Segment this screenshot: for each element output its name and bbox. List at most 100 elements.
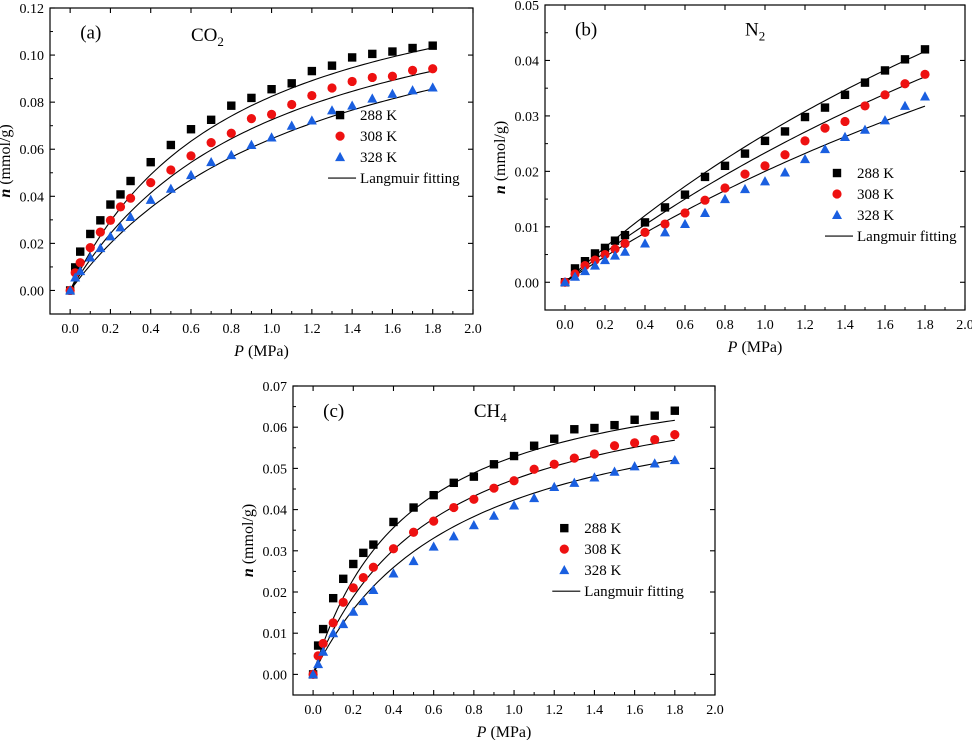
data-point-288k [328, 593, 338, 603]
legend-label: 328 K [584, 563, 621, 579]
data-point-288k [529, 441, 539, 450]
legend-marker [335, 131, 345, 141]
legend-marker [559, 544, 569, 554]
data-point-308k [246, 114, 257, 124]
data-point-308k [920, 69, 930, 79]
y-tick-label: 0.02 [20, 237, 45, 252]
data-point-288k [820, 103, 830, 112]
data-point-308k [387, 71, 398, 81]
data-point-308k [266, 109, 277, 119]
data-point-308k [327, 83, 337, 93]
data-point-328k [327, 105, 337, 115]
data-point-328k [428, 541, 439, 551]
data-point-328k [570, 271, 580, 281]
data-point-308k [95, 227, 105, 237]
data-point-308k [670, 430, 680, 440]
x-axis-var: P [727, 339, 738, 356]
data-point-288k [327, 61, 337, 70]
data-point-288k [700, 172, 710, 182]
data-point-328k [468, 520, 479, 530]
data-point-328k [186, 169, 196, 180]
data-point-308k [125, 193, 136, 203]
plot-frame [292, 385, 716, 696]
data-point-288k [570, 425, 579, 434]
data-point-328k [408, 555, 419, 566]
legend-label: 288 K [584, 521, 621, 537]
data-point-328k [549, 481, 560, 491]
data-point-328k [105, 231, 116, 241]
y-tick-label: 0.04 [515, 54, 540, 69]
data-point-308k [328, 618, 338, 628]
data-point-328k [820, 143, 830, 154]
y-tick-label: 0.00 [263, 668, 288, 683]
data-point-288k [469, 472, 479, 481]
x-tick-label: 0.8 [223, 322, 241, 337]
y-tick-label: 0.03 [263, 545, 288, 560]
data-point-328k [338, 618, 349, 629]
data-point-308k [760, 161, 770, 171]
y-tick-label: 0.06 [20, 143, 45, 158]
data-point-288k [339, 574, 348, 584]
data-point-308k [700, 195, 710, 205]
gas-formula: CO [191, 25, 217, 46]
data-point-328k [800, 153, 810, 164]
x-tick-label: 1.6 [626, 703, 644, 718]
data-point-308k [105, 215, 116, 225]
data-point-308k [367, 72, 377, 83]
data-point-288k [590, 249, 600, 258]
x-tick-label: 1.8 [424, 322, 442, 337]
data-point-328k [589, 472, 600, 482]
x-tick-label: 0.2 [102, 322, 120, 337]
data-point-288k [206, 115, 216, 125]
data-point-308k [680, 208, 690, 218]
data-point-288k [146, 157, 155, 167]
data-point-288k [780, 127, 790, 136]
data-point-308k [307, 90, 317, 101]
legend-label: 308 K [360, 129, 397, 145]
data-point-328k [145, 194, 156, 204]
x-tick-label: 1.6 [876, 318, 894, 333]
data-point-308k [630, 438, 640, 448]
legend-marker [559, 564, 570, 575]
data-point-308k [590, 255, 600, 265]
x-tick-label: 1.4 [586, 703, 604, 718]
data-point-328k [165, 183, 176, 193]
gas-title: CH4 [474, 401, 507, 425]
x-tick-label: 1.0 [263, 322, 281, 337]
x-tick-label: 1.0 [505, 703, 523, 718]
gas-formula: N [745, 20, 759, 41]
x-axis-label: P (MPa) [476, 724, 532, 740]
data-point-308k [318, 638, 328, 649]
data-point-328k [125, 211, 136, 222]
data-point-288k [570, 264, 580, 273]
data-point-328k [75, 265, 86, 276]
y-axis-var: n [240, 568, 257, 577]
legend-marker [832, 209, 842, 220]
y-tick-label: 0.08 [20, 96, 45, 111]
data-point-308k [610, 244, 620, 254]
data-point-328k [610, 250, 620, 260]
x-tick-label: 0.6 [425, 703, 443, 718]
data-point-328k [206, 156, 217, 167]
x-tick-label: 1.6 [384, 322, 402, 337]
gas-title: N2 [745, 20, 765, 44]
data-point-288k [307, 66, 317, 76]
legend-label: 308 K [857, 187, 894, 203]
data-point-328k [660, 227, 670, 237]
data-point-328k [266, 132, 277, 142]
y-tick-label: 0.01 [263, 627, 288, 642]
legend-marker [335, 110, 345, 120]
x-tick-label: 1.2 [303, 322, 321, 337]
legend-marker [560, 523, 569, 533]
data-point-288k [590, 423, 599, 433]
panel-a-co2: 0.0 0.2 0.4 0.6 0.8 1.0 1.2 1.4 1.6 1.8 2.0 0.00 0.0… [0, 2, 482, 360]
data-point-328k [347, 100, 358, 110]
data-point-328k [640, 238, 650, 248]
legend-fit-label: Langmuir fitting [360, 171, 460, 187]
data-point-308k [720, 183, 730, 193]
legend-label: 328 K [857, 208, 894, 224]
data-point-328k [760, 176, 770, 186]
data-point-288k [429, 490, 438, 500]
y-axis-unit: (mmol/g) [492, 121, 509, 185]
